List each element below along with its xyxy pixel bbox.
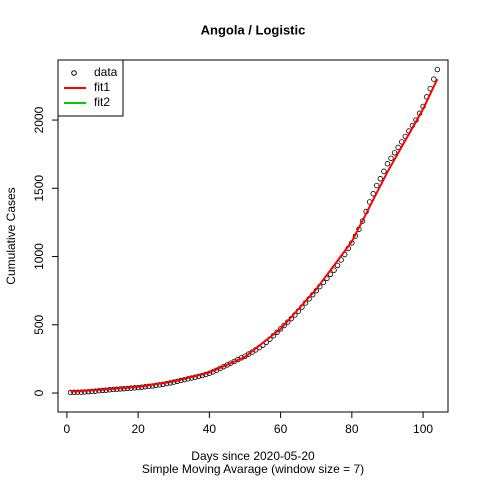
legend-symbol (71, 70, 77, 76)
data-point (381, 168, 387, 174)
x-tick-label: 0 (64, 422, 71, 436)
data-point (374, 182, 380, 189)
chart-title: Angola / Logistic (201, 22, 306, 37)
x-axis-label: Days since 2020-05-20 (191, 449, 315, 463)
y-tick-label: 0 (32, 389, 46, 396)
data-point (377, 176, 384, 182)
legend-label: data (94, 65, 118, 79)
data-point (277, 326, 284, 332)
y-tick-label: 500 (32, 314, 46, 334)
data-point (384, 161, 391, 167)
data-point (391, 150, 398, 156)
y-axis-label: Cumulative Cases (4, 187, 18, 284)
y-tick-label: 2000 (32, 106, 46, 133)
data-point (281, 322, 287, 329)
legend-label: fit2 (94, 95, 110, 109)
data-point (334, 262, 341, 269)
data-point (434, 66, 441, 73)
data-point (431, 76, 437, 82)
data-point (388, 155, 394, 161)
x-tick-label: 100 (413, 422, 433, 436)
x-tick-label: 60 (274, 422, 288, 436)
fit-line (70, 78, 439, 393)
data-point (82, 389, 88, 395)
x-tick-label: 80 (345, 422, 359, 436)
x-tick-label: 40 (203, 422, 217, 436)
y-tick-label: 1000 (32, 243, 46, 270)
legend-label: fit1 (94, 80, 110, 94)
plot-frame (57, 59, 449, 413)
data-point (331, 267, 337, 273)
subtitle: Simple Moving Avarage (window size = 7) (142, 462, 364, 476)
y-tick-label: 1500 (32, 175, 46, 202)
x-tick-label: 20 (131, 422, 145, 436)
